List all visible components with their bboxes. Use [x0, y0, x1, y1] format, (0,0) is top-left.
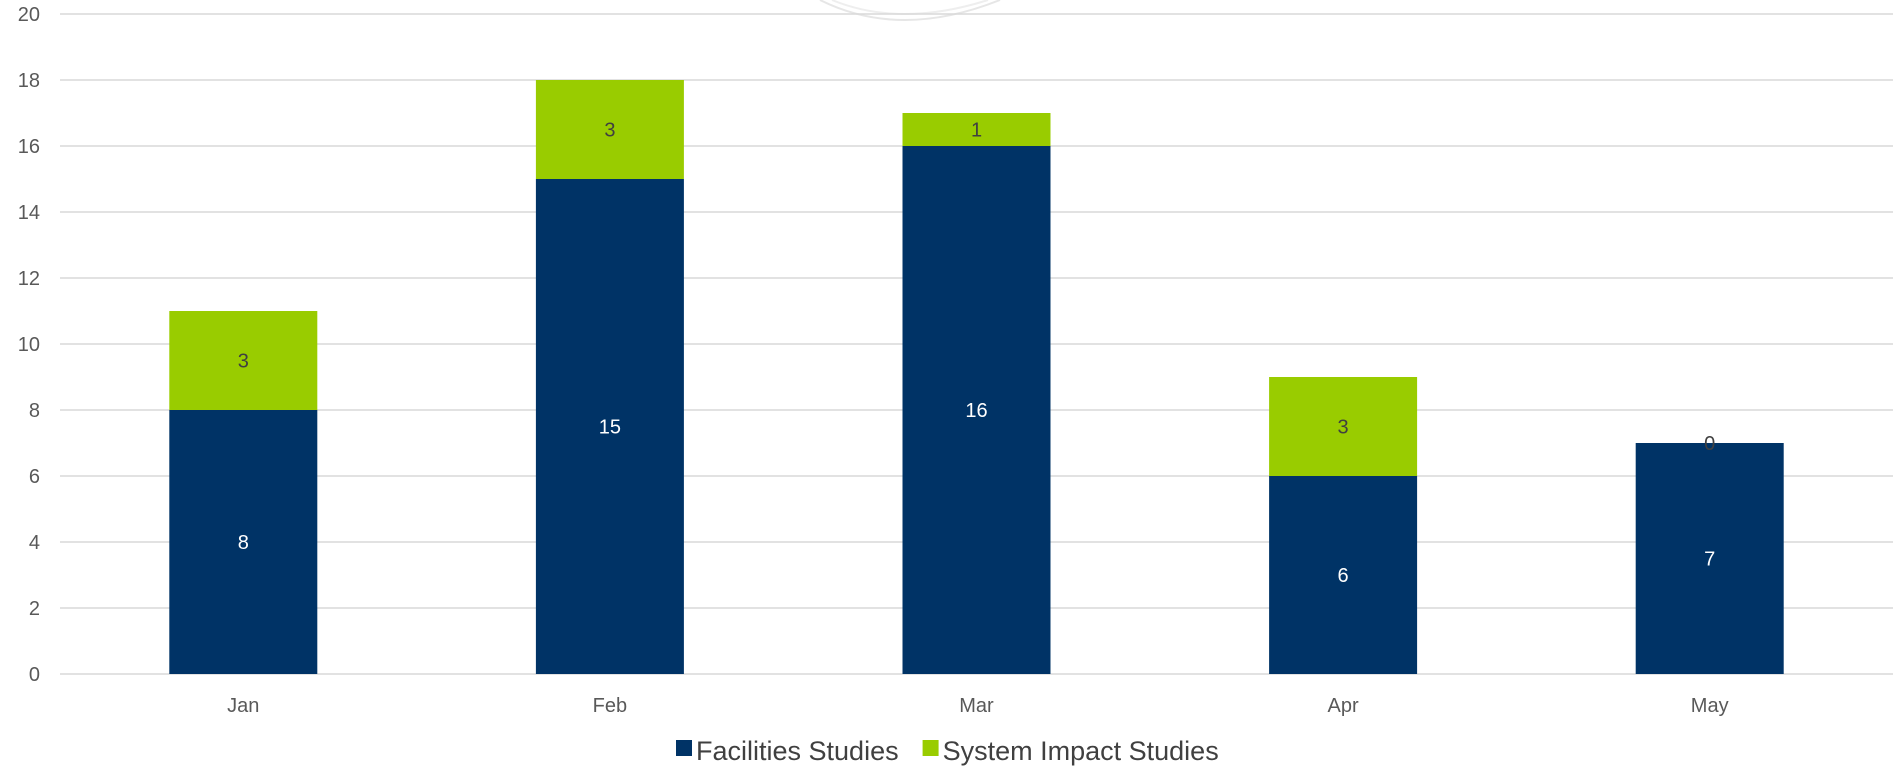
bar-segment — [1269, 377, 1418, 476]
y-axis-tick-labels: 0 2 4 6 8 10 12 14 16 18 20 — [18, 4, 40, 686]
legend-label: System Impact Studies — [943, 736, 1219, 766]
data-label: 0 — [1704, 433, 1715, 455]
bar-segment — [169, 311, 318, 410]
legend: Facilities Studies System Impact Studies — [676, 736, 1219, 766]
data-label: 7 — [1704, 549, 1715, 571]
bar-segment — [1635, 443, 1784, 674]
y-tick-label: 16 — [18, 136, 40, 158]
bar-segment — [535, 179, 684, 674]
x-tick-label: Apr — [1328, 695, 1359, 717]
data-label: 16 — [965, 400, 987, 422]
x-tick-label: Mar — [959, 695, 994, 717]
x-tick-label: May — [1691, 695, 1729, 717]
y-tick-label: 14 — [18, 202, 40, 224]
data-label: 15 — [599, 417, 621, 439]
bar-segment — [902, 113, 1051, 146]
data-label: 3 — [1338, 417, 1349, 439]
data-label: 1 — [971, 120, 982, 142]
data-label: 6 — [1338, 565, 1349, 587]
watermark-arc — [819, 0, 1001, 21]
bars — [169, 80, 1784, 674]
legend-swatch — [922, 740, 939, 756]
y-tick-label: 12 — [18, 268, 40, 290]
y-tick-label: 10 — [18, 334, 40, 356]
x-tick-label: Feb — [593, 695, 627, 717]
y-tick-label: 6 — [29, 466, 40, 488]
x-tick-label: Jan — [227, 695, 259, 717]
y-tick-label: 20 — [18, 4, 40, 26]
y-tick-label: 18 — [18, 70, 40, 92]
x-axis-tick-labels: Jan Feb Mar Apr May — [227, 695, 1728, 717]
data-label: 3 — [238, 351, 249, 373]
data-label: 8 — [238, 532, 249, 554]
legend-label: Facilities Studies — [696, 736, 899, 766]
bar-segment — [902, 146, 1051, 674]
bar-segment — [535, 80, 684, 179]
legend-swatch — [676, 740, 692, 756]
data-label: 3 — [604, 120, 615, 142]
y-tick-label: 2 — [29, 598, 40, 620]
y-tick-label: 8 — [29, 400, 40, 422]
bar-segment — [1269, 476, 1418, 674]
y-tick-label: 0 — [29, 664, 40, 686]
bar-segment — [169, 410, 318, 674]
y-tick-label: 4 — [29, 532, 40, 554]
